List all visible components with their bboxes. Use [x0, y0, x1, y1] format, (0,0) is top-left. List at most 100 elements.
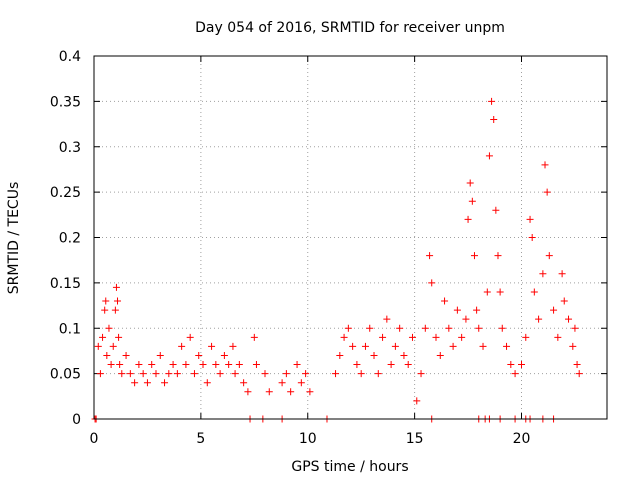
data-point [143, 379, 151, 387]
data-point [126, 370, 134, 378]
data-point [199, 361, 207, 369]
data-point [332, 370, 340, 378]
data-point [436, 351, 444, 359]
y-tick-label: 0.25 [50, 185, 81, 201]
data-point [96, 370, 104, 378]
data-point [518, 361, 525, 369]
data-point [244, 388, 252, 396]
data-point [135, 361, 143, 369]
data-point [165, 370, 173, 378]
data-point [522, 333, 530, 341]
data-point [235, 361, 243, 369]
y-tick-label: 0.4 [59, 49, 81, 65]
data-point [240, 379, 248, 387]
data-point [302, 370, 310, 378]
data-point [173, 370, 181, 378]
data-point [470, 252, 478, 260]
data-point [220, 351, 228, 359]
data-point [182, 361, 190, 369]
data-point [99, 333, 107, 341]
data-point [483, 288, 491, 296]
data-point [112, 283, 120, 291]
data-point [432, 333, 440, 341]
data-point [105, 324, 113, 332]
data-point [261, 370, 269, 378]
data-point [118, 370, 126, 378]
data-point [565, 315, 573, 323]
data-point [131, 379, 139, 387]
data-point [396, 324, 404, 332]
data-point [387, 361, 395, 369]
y-tick-label: 0.15 [50, 276, 81, 292]
data-point [426, 252, 434, 260]
data-point [340, 333, 348, 341]
data-point [413, 397, 421, 405]
data-point [353, 361, 361, 369]
data-point [374, 370, 382, 378]
data-point [225, 361, 233, 369]
data-point [492, 206, 500, 214]
data-point [306, 388, 314, 396]
data-point [293, 361, 301, 369]
data-point [161, 379, 169, 387]
data-point [116, 361, 124, 369]
data-point [530, 288, 538, 296]
data-point [107, 361, 115, 369]
data-point [370, 351, 378, 359]
data-point [208, 342, 216, 350]
data-point [102, 297, 110, 305]
data-point [336, 351, 344, 359]
data-point [511, 370, 519, 378]
y-tick-label: 0.3 [59, 140, 81, 156]
data-point [449, 342, 457, 350]
data-point [558, 270, 566, 278]
data-point [507, 361, 515, 369]
x-tick-label: 10 [299, 431, 317, 447]
data-point [535, 315, 543, 323]
data-point [379, 333, 387, 341]
plot-frame [93, 55, 608, 420]
data-point [543, 188, 551, 196]
data-point [458, 333, 466, 341]
data-point [366, 324, 374, 332]
data-point [479, 342, 487, 350]
data-point [498, 324, 506, 332]
data-point [468, 197, 476, 205]
data-point [109, 342, 117, 350]
data-point [101, 306, 109, 314]
data-point [114, 297, 122, 305]
data-point [178, 342, 186, 350]
y-tick-label: 0.35 [50, 94, 81, 110]
data-point [539, 270, 547, 278]
data-point [186, 333, 194, 341]
data-point [417, 370, 425, 378]
data-point [466, 179, 474, 187]
data-point [408, 333, 416, 341]
data-point [528, 234, 536, 241]
data-point [441, 297, 449, 305]
data-point [400, 351, 408, 359]
data-point [190, 370, 198, 378]
data-point [122, 351, 130, 359]
y-axis-label: SRMTID / TECUs [6, 182, 22, 295]
y-tick-label: 0.2 [59, 231, 81, 247]
y-tick-label: 0.1 [59, 321, 81, 337]
data-point [488, 97, 496, 105]
data-point [357, 370, 365, 378]
data-point [550, 306, 558, 314]
data-point [278, 379, 286, 387]
data-point [111, 306, 119, 314]
data-point [148, 361, 156, 369]
x-tick-label: 0 [90, 431, 99, 447]
x-tick-label: 20 [513, 431, 531, 447]
data-point [404, 361, 412, 369]
data-point [496, 288, 504, 296]
y-tick-label: 0 [72, 412, 81, 428]
data-point [391, 342, 399, 350]
data-point [212, 361, 220, 369]
data-point [453, 306, 461, 314]
data-point [139, 370, 147, 378]
data-point [560, 297, 568, 305]
